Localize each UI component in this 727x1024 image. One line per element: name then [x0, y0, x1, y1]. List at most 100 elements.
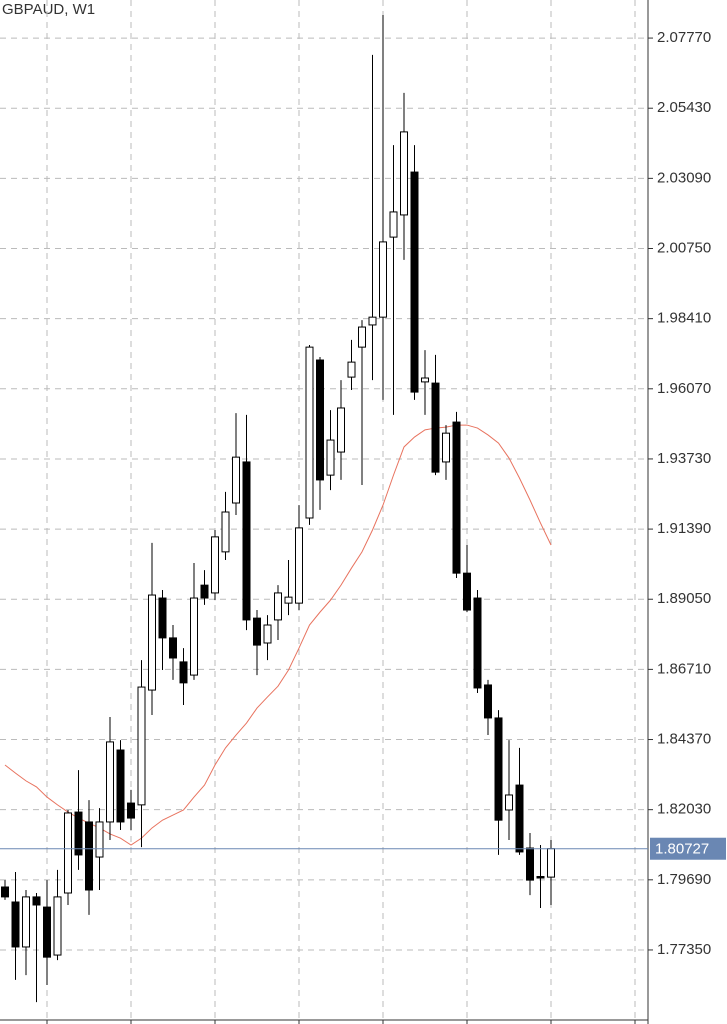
candle-body	[211, 536, 219, 594]
candle-body	[484, 684, 492, 719]
y-tick-label: 2.03090	[657, 169, 711, 186]
candle-body	[106, 741, 114, 823]
candle-body	[179, 661, 188, 684]
y-tick-label: 1.96070	[657, 380, 711, 397]
y-tick-label: 2.07770	[657, 29, 711, 46]
candle	[347, 339, 356, 390]
candle	[106, 717, 114, 840]
candle-body	[137, 686, 146, 806]
candle	[368, 54, 377, 381]
candle-body	[274, 592, 282, 621]
candle-body	[358, 326, 366, 348]
candle-body	[74, 811, 83, 856]
candle-body	[95, 821, 104, 858]
candle-body	[253, 617, 261, 646]
candle-body	[379, 241, 387, 318]
candle-body	[127, 802, 135, 819]
y-tick-label: 1.91390	[657, 520, 711, 537]
candle-body	[442, 432, 450, 463]
candle	[494, 710, 503, 855]
candle-body	[389, 211, 398, 238]
y-tick-label: 1.84370	[657, 730, 711, 747]
candle-body	[515, 784, 524, 853]
candle-body	[284, 596, 293, 604]
candle	[421, 350, 429, 415]
candle-body	[473, 597, 482, 689]
candle	[263, 615, 272, 661]
candle	[158, 589, 167, 670]
candle	[274, 585, 282, 640]
candle	[127, 789, 135, 831]
candle-body	[221, 511, 230, 553]
candle-body	[494, 717, 503, 821]
candle-body	[263, 624, 272, 644]
candle	[452, 411, 461, 578]
y-tick-label: 1.79690	[657, 871, 711, 888]
candle	[305, 345, 314, 525]
candle-body	[22, 896, 30, 948]
candle-body	[158, 597, 167, 639]
candle-body	[200, 584, 209, 599]
candle-body	[305, 346, 314, 519]
candle	[484, 679, 492, 736]
candle-body	[536, 876, 545, 879]
candle-body	[11, 901, 20, 948]
candle-body	[148, 594, 156, 691]
candle	[547, 839, 555, 905]
candle-body	[337, 407, 345, 453]
candle-body	[190, 597, 198, 676]
candle-body	[431, 382, 440, 473]
candle	[11, 872, 20, 980]
candle-body	[410, 171, 419, 393]
candle-body	[43, 906, 51, 958]
candle	[431, 354, 440, 476]
candle	[337, 380, 345, 480]
candle-body	[169, 637, 177, 659]
candle	[442, 425, 450, 480]
current-price-box	[650, 837, 726, 860]
candle	[505, 740, 513, 840]
candle	[53, 869, 62, 961]
candle	[22, 890, 30, 976]
y-tick-label: 1.98410	[657, 310, 711, 327]
candle	[200, 570, 209, 605]
y-tick-label: 1.82030	[657, 801, 711, 818]
candle	[74, 770, 83, 870]
candle-body	[53, 896, 62, 956]
candle-body	[526, 847, 534, 881]
candle-body	[116, 749, 125, 823]
candle	[232, 413, 240, 515]
candle	[400, 92, 408, 260]
candle	[1, 880, 9, 900]
candle-body	[316, 359, 324, 481]
candle	[116, 740, 125, 831]
candle	[316, 357, 324, 510]
y-tick-label: 2.05430	[657, 99, 711, 116]
candle	[221, 491, 230, 560]
y-tick-label: 1.77350	[657, 941, 711, 958]
current-price-label: 1.80727	[655, 841, 709, 858]
candle	[326, 410, 335, 491]
candle	[410, 145, 419, 400]
candle	[43, 880, 51, 986]
candle-body	[400, 131, 408, 216]
candle	[85, 800, 93, 915]
candle-body	[85, 821, 93, 891]
candle-body	[463, 572, 471, 611]
candle	[32, 893, 41, 1003]
y-tick-label: 1.86710	[657, 660, 711, 677]
candle	[148, 542, 156, 715]
candle	[463, 544, 471, 613]
candle	[473, 589, 482, 694]
candle	[284, 559, 293, 616]
candle-body	[421, 377, 429, 383]
candle-body	[368, 316, 377, 326]
candle	[526, 833, 534, 896]
candle	[137, 660, 146, 848]
y-tick-label: 1.89050	[657, 590, 711, 607]
candle	[190, 562, 198, 680]
candle	[515, 747, 524, 855]
y-tick-label: 1.93730	[657, 450, 711, 467]
